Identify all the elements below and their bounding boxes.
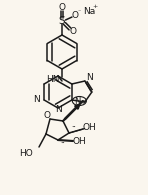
Text: HO: HO bbox=[19, 149, 33, 158]
Text: 9: 9 bbox=[82, 99, 85, 105]
Text: N: N bbox=[74, 97, 81, 105]
Text: Na: Na bbox=[83, 6, 95, 15]
Text: N: N bbox=[56, 105, 62, 114]
Text: OH: OH bbox=[82, 123, 96, 132]
Text: O: O bbox=[44, 112, 50, 121]
Text: ••: •• bbox=[71, 126, 76, 130]
Text: O: O bbox=[69, 27, 76, 35]
Text: N: N bbox=[86, 73, 93, 82]
Text: ••: •• bbox=[60, 142, 65, 146]
Text: O: O bbox=[58, 3, 66, 12]
Text: N: N bbox=[33, 96, 40, 105]
Text: ⁻: ⁻ bbox=[77, 11, 81, 15]
Text: S: S bbox=[59, 16, 65, 26]
Text: HN: HN bbox=[46, 75, 60, 84]
Text: +: + bbox=[92, 4, 98, 10]
Text: O: O bbox=[71, 12, 78, 20]
Text: OH: OH bbox=[72, 136, 86, 145]
